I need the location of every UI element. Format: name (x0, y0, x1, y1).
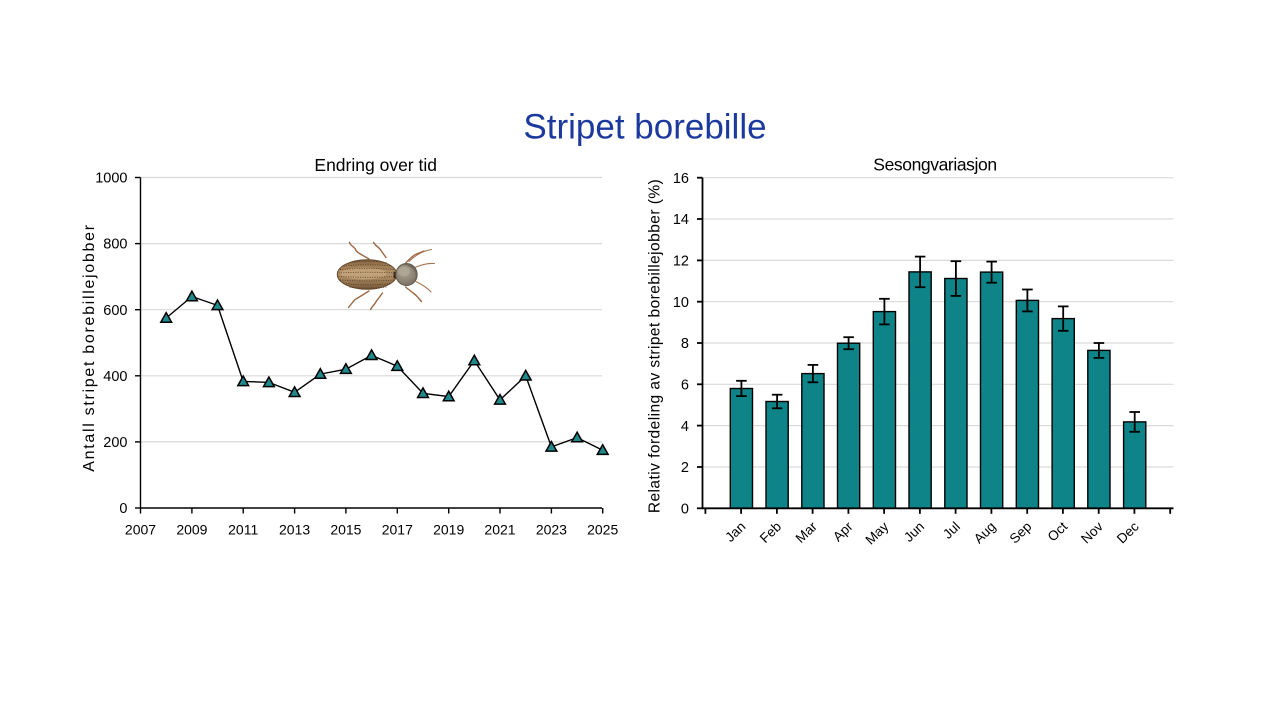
svg-text:Sesongvariasjon: Sesongvariasjon (873, 154, 996, 174)
svg-text:2015: 2015 (330, 522, 361, 538)
svg-text:Jun: Jun (901, 519, 927, 545)
svg-text:6: 6 (681, 377, 689, 393)
svg-text:2011: 2011 (228, 522, 258, 538)
svg-text:0: 0 (681, 501, 689, 517)
svg-text:0: 0 (119, 501, 127, 517)
svg-text:Dec: Dec (1114, 519, 1142, 547)
svg-text:2: 2 (681, 460, 689, 476)
svg-text:1000: 1000 (95, 171, 127, 187)
svg-text:16: 16 (673, 171, 689, 187)
svg-text:2009: 2009 (176, 522, 207, 538)
svg-text:2013: 2013 (279, 522, 310, 538)
svg-text:Apr: Apr (830, 519, 856, 545)
svg-text:2017: 2017 (382, 522, 413, 538)
svg-text:14: 14 (673, 212, 689, 228)
svg-text:2021: 2021 (484, 522, 515, 538)
svg-text:2025: 2025 (587, 522, 618, 538)
svg-text:2019: 2019 (433, 522, 464, 538)
svg-text:Aug: Aug (971, 519, 999, 547)
svg-text:Stripet borebille: Stripet borebille (523, 108, 766, 147)
svg-text:Endring over tid: Endring over tid (314, 155, 437, 175)
svg-text:4: 4 (681, 419, 689, 435)
svg-text:Nov: Nov (1078, 519, 1106, 547)
svg-text:Antall stripet borebillejobber: Antall stripet borebillejobber (81, 223, 98, 471)
svg-text:Jul: Jul (940, 519, 963, 542)
svg-text:800: 800 (103, 237, 127, 253)
svg-text:400: 400 (103, 369, 127, 385)
svg-text:8: 8 (681, 336, 689, 352)
svg-text:2007: 2007 (125, 522, 156, 538)
svg-text:Relativ fordeling av stripet b: Relativ fordeling av stripet borebillejo… (647, 179, 664, 513)
svg-text:Jan: Jan (722, 519, 748, 545)
svg-text:200: 200 (103, 435, 127, 451)
svg-text:600: 600 (103, 303, 127, 319)
svg-text:12: 12 (673, 254, 689, 270)
svg-text:Sep: Sep (1007, 519, 1035, 547)
svg-text:10: 10 (673, 295, 689, 311)
svg-text:Mar: Mar (793, 519, 821, 546)
svg-text:May: May (863, 519, 892, 548)
svg-text:Oct: Oct (1045, 519, 1071, 545)
svg-text:2023: 2023 (536, 522, 567, 538)
svg-text:Feb: Feb (757, 519, 784, 546)
